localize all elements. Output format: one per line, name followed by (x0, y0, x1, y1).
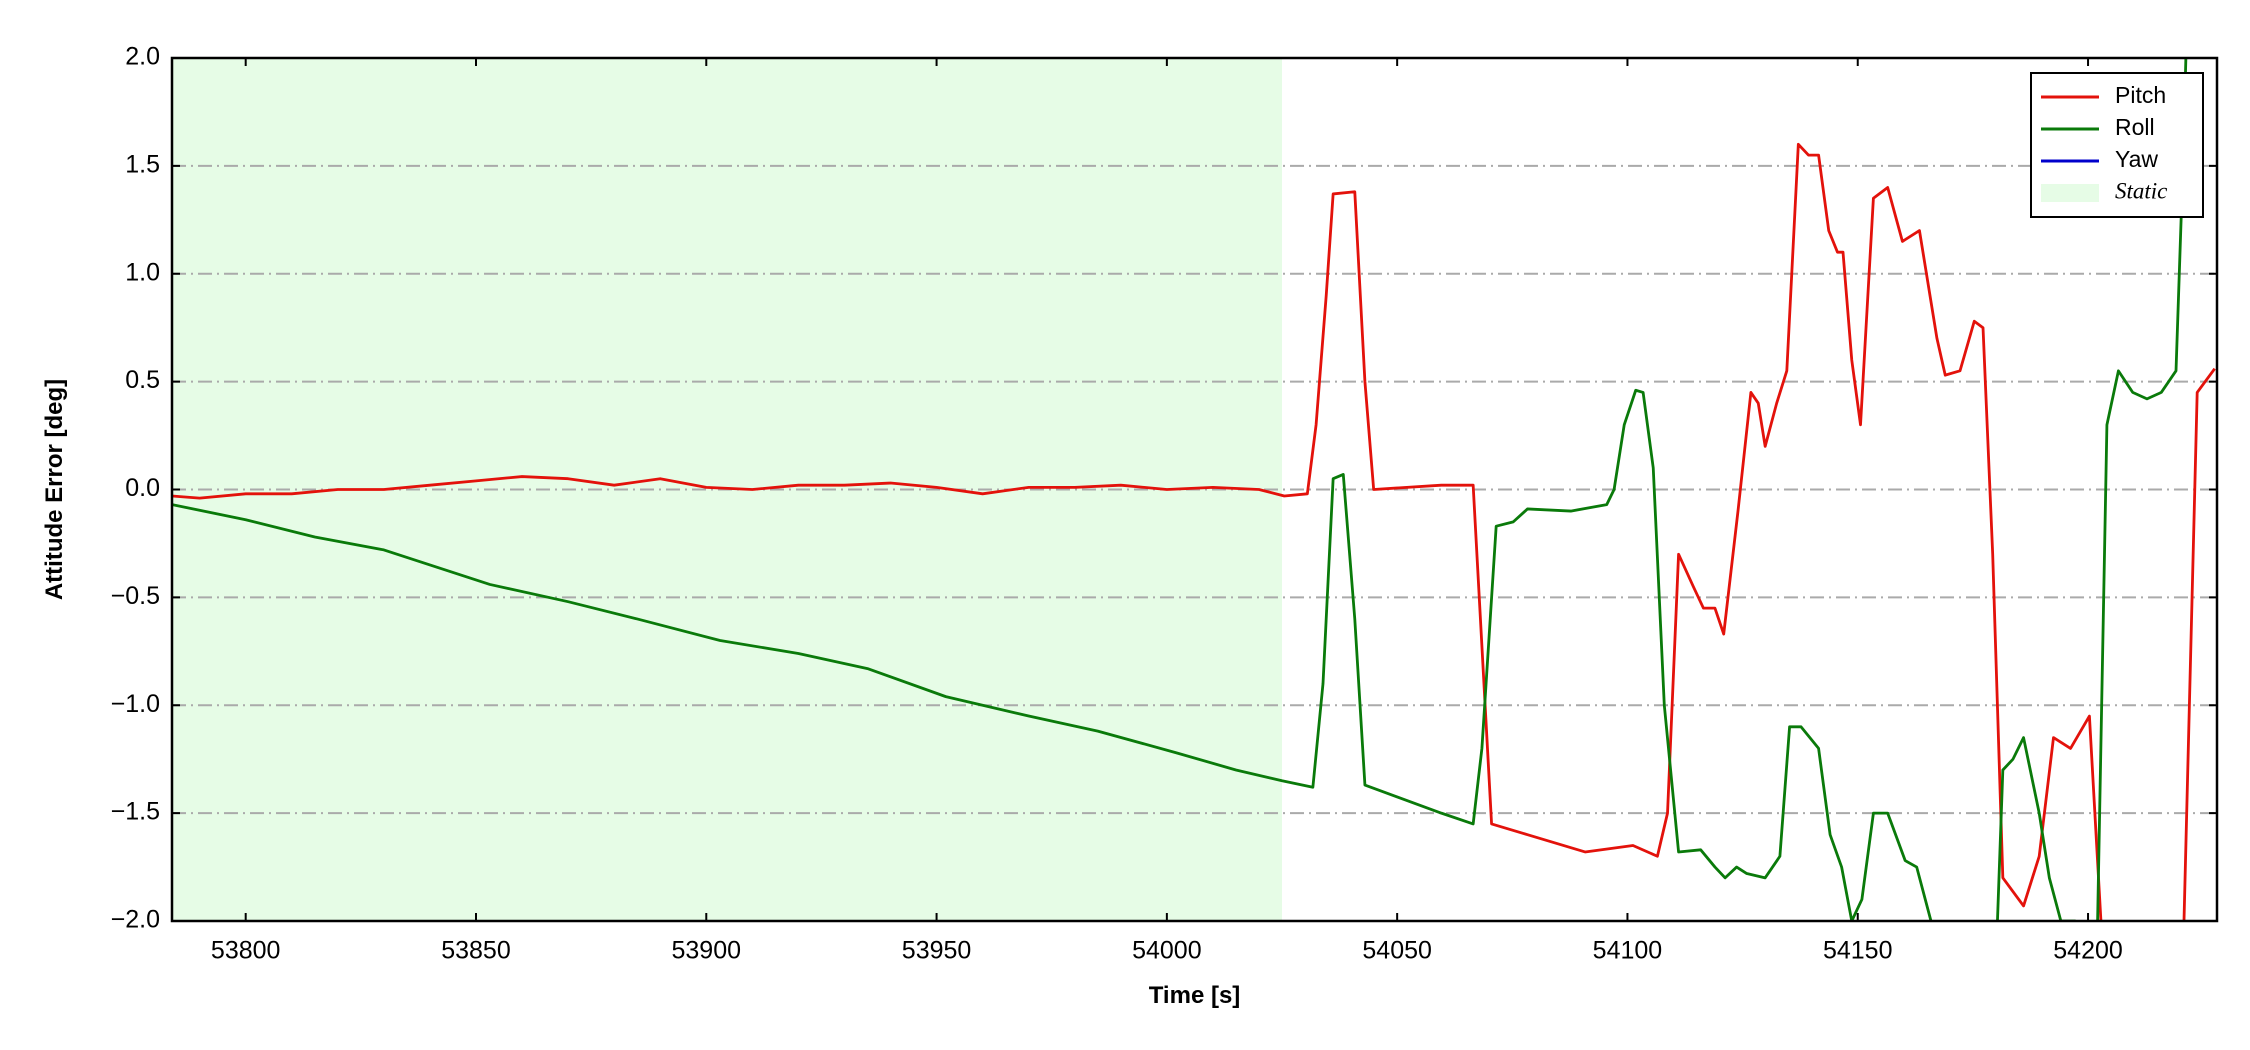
x-axis-label: Time [s] (1149, 982, 1241, 1009)
legend-label: Roll (2115, 114, 2155, 140)
series-line (172, 142, 2216, 921)
x-tick-label: 54050 (1362, 937, 1432, 965)
x-tick-label: 54200 (2053, 937, 2123, 965)
x-tick-label: 54000 (1132, 937, 1202, 965)
series-line (172, 58, 2188, 921)
y-tick-label: 1.5 (125, 150, 160, 178)
data-layer (172, 58, 2216, 921)
y-tick-label: 0.0 (125, 474, 160, 502)
x-tick-label: 53900 (672, 937, 742, 965)
y-tick-label: −2.0 (111, 906, 160, 934)
plot-frame (170, 56, 2219, 923)
x-tick-label: 54100 (1593, 937, 1663, 965)
legend-label: Static (2115, 178, 2167, 203)
y-axis-label: Attitude Error [deg] (41, 379, 68, 600)
legend-label: Yaw (2115, 146, 2158, 172)
x-tick-label: 53800 (211, 937, 281, 965)
legend-label: Pitch (2115, 82, 2166, 108)
x-tick-label: 54150 (1823, 937, 1893, 965)
y-tick-label: −0.5 (111, 582, 160, 610)
axis-layer: −2.0 −1.5 −1.0 −0.5 0.0 0.5 1.0 1.5 2.0 53800 5385… (111, 43, 2219, 965)
y-tick-label: 2.0 (125, 43, 160, 71)
legend-swatch (2041, 184, 2099, 202)
y-tick-label: 1.0 (125, 258, 160, 286)
x-tick-label: 53850 (441, 937, 511, 965)
x-tick-label: 53950 (902, 937, 972, 965)
y-tick-label: 0.5 (125, 366, 160, 394)
y-tick-label: −1.5 (111, 798, 160, 826)
y-tick-label: −1.0 (111, 690, 160, 718)
legend: Pitch Roll Yaw Static (2030, 72, 2204, 218)
